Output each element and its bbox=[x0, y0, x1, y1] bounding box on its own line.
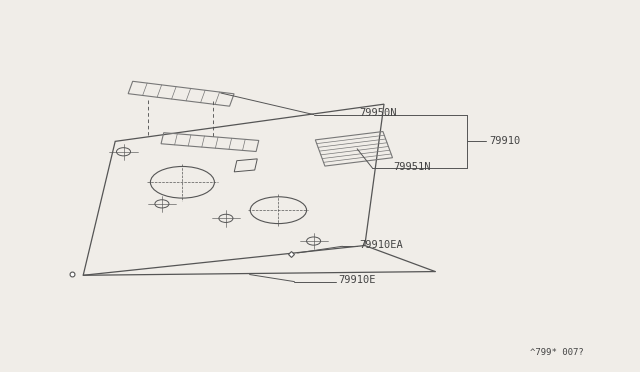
Text: 79910: 79910 bbox=[490, 137, 521, 146]
Text: 79951N: 79951N bbox=[393, 162, 431, 172]
Text: ^799* 007?: ^799* 007? bbox=[530, 348, 584, 357]
Text: 79910EA: 79910EA bbox=[360, 240, 403, 250]
Text: 79950N: 79950N bbox=[360, 109, 397, 118]
Text: 79910E: 79910E bbox=[339, 276, 376, 285]
